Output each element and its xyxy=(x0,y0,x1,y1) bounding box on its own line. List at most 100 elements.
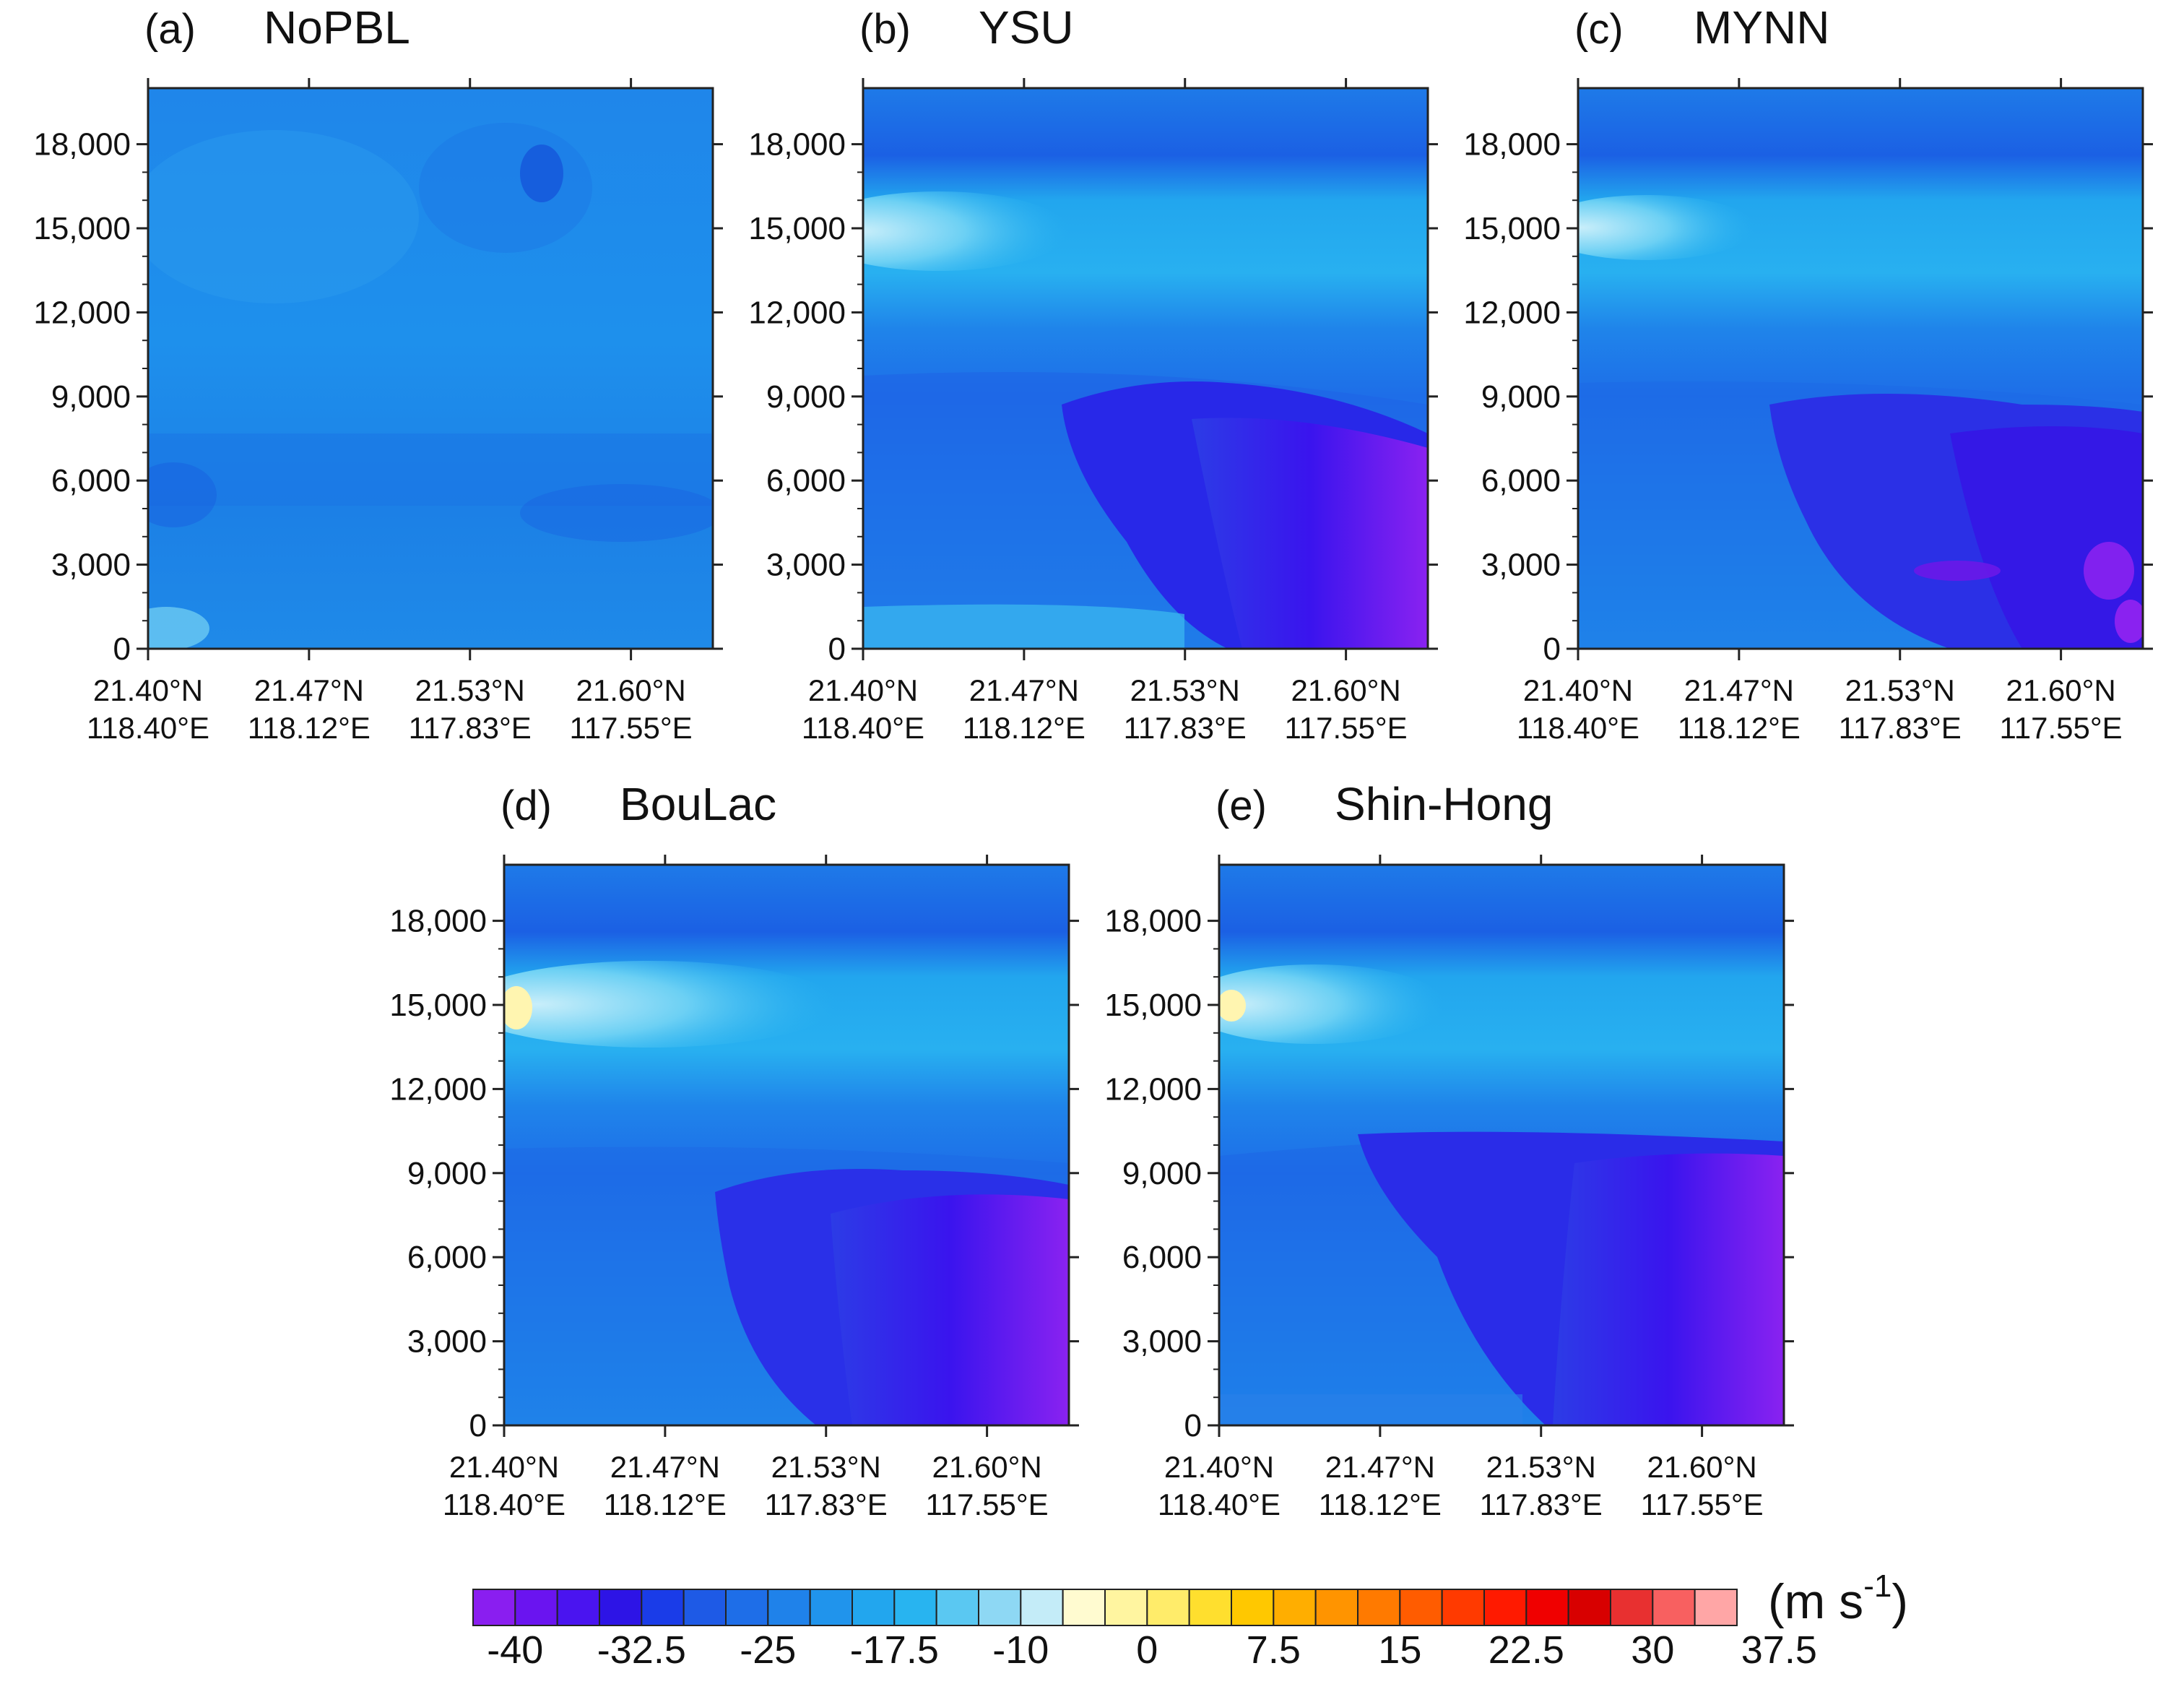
colorbar-box xyxy=(1231,1589,1275,1626)
y-tick-label: 9,000 xyxy=(407,1156,487,1191)
y-tick-label: 6,000 xyxy=(1481,463,1561,498)
panel-title: BouLac xyxy=(620,778,776,830)
y-tick-label: 0 xyxy=(1184,1408,1202,1443)
x-tick-label-lon: 117.83°E xyxy=(765,1487,888,1521)
x-tick-label-lon: 117.83°E xyxy=(1480,1487,1603,1521)
colorbar-box xyxy=(1441,1589,1485,1626)
x-tick-label-lon: 118.12°E xyxy=(1319,1487,1442,1521)
titles-layer: (a) NoPBL (b) YSU (c) MYNN (d) BouLac (e) Shin-Ho… xyxy=(144,1,1829,830)
x-tick-label-lon: 118.40°E xyxy=(1158,1487,1280,1521)
colorbar-label: 15 xyxy=(1378,1628,1421,1672)
colorbar-box xyxy=(514,1589,558,1626)
panel-a xyxy=(147,87,714,650)
colorbar-box xyxy=(1694,1589,1738,1626)
y-tick-label: 15,000 xyxy=(1104,988,1202,1023)
panel-a-axes: 0 3,000 6,000 9,000 12,000 15,000 18,000 21.40°… xyxy=(33,78,723,745)
x-tick-label-lon: 117.83°E xyxy=(1124,711,1247,745)
x-tick-label-lat: 21.47°N xyxy=(1684,673,1794,707)
x-tick-label-lat: 21.40°N xyxy=(1164,1450,1274,1484)
panel-label: (c) xyxy=(1574,6,1624,53)
x-tick-label-lat: 21.40°N xyxy=(808,673,918,707)
panel-label: (a) xyxy=(144,6,196,53)
y-tick-label: 9,000 xyxy=(1122,1156,1202,1191)
y-tick-label: 6,000 xyxy=(766,463,846,498)
panel-d xyxy=(503,863,1070,1427)
y-tick-label: 3,000 xyxy=(1481,548,1561,583)
x-tick-label-lon: 118.12°E xyxy=(248,711,370,745)
panel-title: YSU xyxy=(979,1,1074,53)
y-tick-label: 12,000 xyxy=(389,1071,487,1107)
panel-title: Shin-Hong xyxy=(1335,778,1553,830)
x-tick-label-lon: 117.55°E xyxy=(1285,711,1408,745)
colorbar-box xyxy=(935,1589,979,1626)
y-tick-label: 0 xyxy=(113,631,131,667)
colorbar-box xyxy=(1146,1589,1190,1626)
colorbar-box xyxy=(1525,1589,1569,1626)
colorbar-box xyxy=(1483,1589,1528,1626)
x-tick-label-lat: 21.53°N xyxy=(771,1450,881,1484)
panel-e xyxy=(1218,863,1785,1427)
colorbar-box xyxy=(1399,1589,1443,1626)
colorbar-box xyxy=(1652,1589,1696,1626)
colorbar-label: 7.5 xyxy=(1247,1628,1301,1672)
x-tick-label-lon: 117.55°E xyxy=(1641,1487,1764,1521)
x-tick-label-lon: 118.40°E xyxy=(802,711,924,745)
colorbar-box xyxy=(682,1589,727,1626)
x-tick-label-lat: 21.53°N xyxy=(1130,673,1240,707)
panel-b xyxy=(862,87,1429,650)
x-tick-label-lon: 118.40°E xyxy=(87,711,209,745)
y-tick-label: 15,000 xyxy=(1463,211,1561,246)
x-tick-label-lon: 117.55°E xyxy=(570,711,693,745)
x-tick-label-lon: 117.55°E xyxy=(2000,711,2123,745)
colorbar-label: 30 xyxy=(1631,1628,1674,1672)
y-tick-label: 0 xyxy=(469,1408,487,1443)
panel-title: NoPBL xyxy=(264,1,410,53)
x-tick-label-lat: 21.40°N xyxy=(449,1450,559,1484)
panel-label: (d) xyxy=(500,782,552,829)
panel-c xyxy=(1577,87,2144,650)
panel-e-axes: 0 3,000 6,000 9,000 12,000 15,000 18,000 21.40°… xyxy=(1104,855,1794,1521)
y-tick-label: 3,000 xyxy=(51,548,131,583)
x-tick-label-lon: 118.12°E xyxy=(1678,711,1800,745)
panel-d-axes: 0 3,000 6,000 9,000 12,000 15,000 18,000 21.40°… xyxy=(389,855,1079,1521)
colorbar-box xyxy=(978,1589,1022,1626)
colorbar-box xyxy=(893,1589,937,1626)
y-tick-label: 15,000 xyxy=(389,988,487,1023)
x-tick-label-lat: 21.60°N xyxy=(2006,673,2115,707)
colorbar-box xyxy=(725,1589,769,1626)
x-tick-label-lat: 21.53°N xyxy=(1486,1450,1596,1484)
panel-c-axes: 0 3,000 6,000 9,000 12,000 15,000 18,000 21.40°… xyxy=(1463,78,2153,745)
y-tick-label: 12,000 xyxy=(748,295,846,330)
x-tick-label-lat: 21.53°N xyxy=(415,673,525,707)
y-tick-label: 9,000 xyxy=(766,379,846,415)
x-tick-label-lat: 21.60°N xyxy=(576,673,685,707)
colorbar-label: -10 xyxy=(992,1628,1049,1672)
colorbar-label: 22.5 xyxy=(1488,1628,1564,1672)
x-tick-label-lon: 118.12°E xyxy=(963,711,1086,745)
x-tick-label-lon: 117.55°E xyxy=(926,1487,1049,1521)
x-tick-label-lat: 21.60°N xyxy=(932,1450,1041,1484)
x-tick-label-lon: 117.83°E xyxy=(1839,711,1962,745)
colorbar-label: 37.5 xyxy=(1741,1628,1817,1672)
y-tick-label: 9,000 xyxy=(51,379,131,415)
x-tick-label-lat: 21.40°N xyxy=(93,673,203,707)
panel-label: (e) xyxy=(1216,782,1267,829)
y-tick-label: 3,000 xyxy=(766,548,846,583)
colorbar-box xyxy=(1314,1589,1358,1626)
colorbar-box xyxy=(1020,1589,1064,1626)
panel-title: MYNN xyxy=(1694,1,1829,53)
colorbar-label: -40 xyxy=(487,1628,543,1672)
colorbar-unit: (m s-1) xyxy=(1768,1568,1908,1629)
x-tick-label-lat: 21.47°N xyxy=(254,673,364,707)
panel-b-axes: 0 3,000 6,000 9,000 12,000 15,000 18,000 21.40°… xyxy=(748,78,1438,745)
y-tick-label: 0 xyxy=(1543,631,1561,667)
x-tick-label-lat: 21.53°N xyxy=(1845,673,1955,707)
y-tick-label: 15,000 xyxy=(748,211,846,246)
x-tick-label-lat: 21.40°N xyxy=(1523,673,1633,707)
colorbar-box xyxy=(1357,1589,1401,1626)
x-tick-label-lon: 118.40°E xyxy=(1517,711,1639,745)
colorbar-box xyxy=(472,1589,516,1626)
colorbar-box xyxy=(641,1589,685,1626)
y-tick-label: 18,000 xyxy=(748,127,846,163)
